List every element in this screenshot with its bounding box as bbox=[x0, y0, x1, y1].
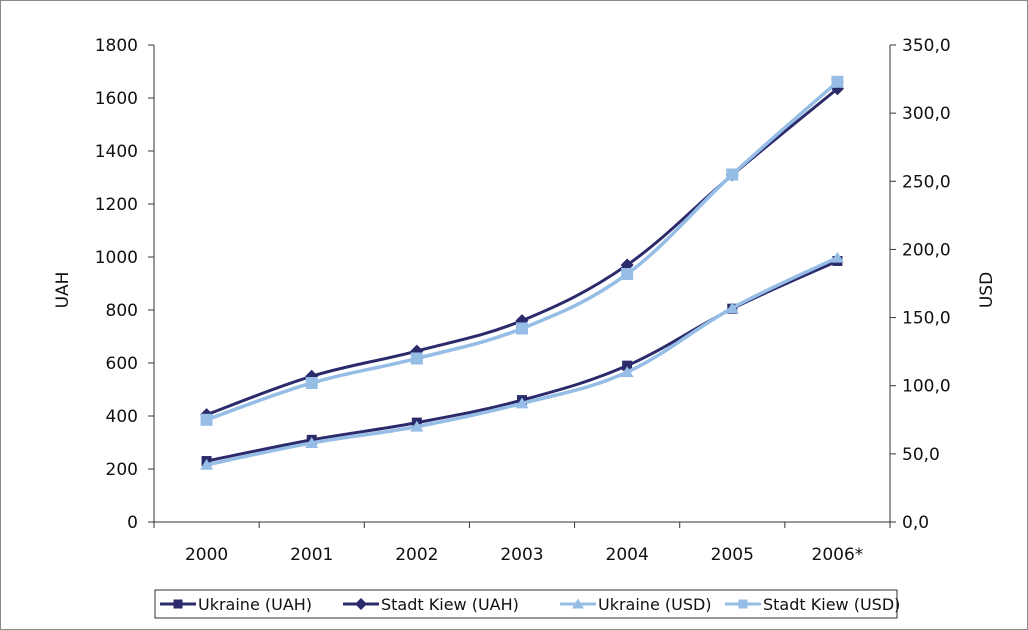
data-point bbox=[200, 458, 214, 470]
y-left-tick-label: 0 bbox=[127, 513, 138, 533]
series-ukraine-usd bbox=[200, 251, 844, 470]
y-right-tick-label: 50,0 bbox=[902, 445, 940, 465]
data-point bbox=[726, 168, 739, 181]
data-point bbox=[621, 267, 634, 280]
y-left-axis-title: UAH bbox=[53, 272, 73, 309]
y-left-tick-label: 1600 bbox=[95, 89, 138, 109]
y-right-tick-label: 0,0 bbox=[902, 513, 929, 533]
y-right-axis-title: USD bbox=[977, 272, 997, 308]
data-point bbox=[515, 397, 529, 409]
y-right-tick-label: 150,0 bbox=[902, 309, 951, 329]
series-layer bbox=[200, 75, 844, 470]
data-point bbox=[622, 360, 633, 371]
legend-swatch-marker bbox=[355, 598, 367, 610]
legend-item: Ukraine (UAH) bbox=[160, 595, 312, 614]
y-right-tick-label: 350,0 bbox=[902, 36, 951, 56]
x-tick-label: 2001 bbox=[290, 545, 333, 565]
x-tick-label: 2006* bbox=[812, 545, 864, 565]
series-stadt-kiew-usd bbox=[200, 75, 844, 426]
y-left-tick-label: 1200 bbox=[95, 195, 138, 215]
legend-label: Stadt Kiew (UAH) bbox=[381, 595, 519, 614]
axis-ticks: 0 200 400 600 800 1000 1200 1400 1600 1800 0,0 50,0… bbox=[95, 36, 951, 565]
legend-item: Stadt Kiew (USD) bbox=[725, 595, 900, 614]
x-tick-label: 2004 bbox=[606, 545, 649, 565]
legend-swatch-marker bbox=[173, 599, 183, 609]
y-right-tick-label: 250,0 bbox=[902, 172, 951, 192]
y-left-tick-label: 1800 bbox=[95, 36, 138, 56]
data-point bbox=[305, 436, 319, 448]
legend-item: Ukraine (USD) bbox=[560, 595, 712, 614]
y-left-tick-label: 600 bbox=[106, 354, 138, 374]
y-right-tick-label: 300,0 bbox=[902, 104, 951, 124]
data-point bbox=[620, 366, 634, 378]
y-right-tick-label: 100,0 bbox=[902, 377, 951, 397]
y-left-tick-label: 1400 bbox=[95, 142, 138, 162]
y-right-tick-label: 200,0 bbox=[902, 240, 951, 260]
data-point bbox=[410, 352, 423, 365]
data-point bbox=[830, 251, 844, 263]
x-tick-label: 2003 bbox=[500, 545, 543, 565]
axes bbox=[153, 45, 891, 523]
data-point bbox=[410, 420, 424, 432]
legend-label: Ukraine (UAH) bbox=[198, 595, 312, 614]
x-tick-label: 2005 bbox=[711, 545, 754, 565]
y-left-tick-label: 800 bbox=[106, 301, 138, 321]
legend-swatch-marker bbox=[738, 599, 748, 609]
legend-item: Stadt Kiew (UAH) bbox=[343, 595, 519, 614]
data-point bbox=[200, 413, 213, 426]
legend-label: Stadt Kiew (USD) bbox=[763, 595, 900, 614]
y-left-tick-label: 1000 bbox=[95, 248, 138, 268]
data-point bbox=[831, 75, 844, 88]
x-tick-label: 2002 bbox=[395, 545, 438, 565]
legend-box bbox=[154, 589, 898, 619]
data-point bbox=[725, 302, 739, 314]
legend-swatch-marker bbox=[572, 598, 584, 609]
legend: Ukraine (UAH) Stadt Kiew (UAH) Ukraine (US… bbox=[154, 589, 900, 619]
y-left-tick-label: 200 bbox=[106, 460, 138, 480]
x-tick-label: 2000 bbox=[185, 545, 228, 565]
legend-label: Ukraine (USD) bbox=[598, 595, 712, 614]
y-left-tick-label: 400 bbox=[106, 407, 138, 427]
data-point bbox=[516, 322, 528, 335]
data-point bbox=[305, 376, 318, 389]
